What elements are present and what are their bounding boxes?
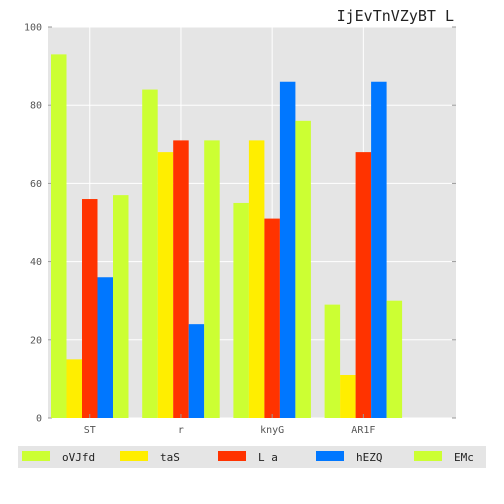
y-tick-label: 40 [30, 257, 42, 268]
y-tick-label: 0 [36, 414, 42, 425]
x-tick-label: r [178, 425, 184, 436]
legend-label: hEZQ [356, 451, 383, 464]
legend-swatch [316, 451, 344, 461]
bar-L-a-knyG [264, 218, 280, 418]
bar-L-a-r [173, 140, 189, 418]
bar-oVJfd-AR1F [324, 304, 341, 418]
chart-title: IjEvTnVZyBT L [337, 7, 454, 25]
bar-L-a-ST [82, 199, 98, 418]
bar-EMc-ST [113, 195, 129, 418]
bar-EMc-r [204, 140, 220, 418]
bars [51, 54, 403, 419]
bar-hEZQ-AR1F [371, 81, 387, 419]
bar-EMc-AR1F [386, 300, 403, 418]
bar-hEZQ-ST [97, 277, 113, 418]
bar-taS-r [157, 152, 174, 418]
x-tick-label: ST [84, 425, 96, 436]
legend: oVJfd taS L a hEZQ EMc [22, 451, 474, 464]
bar-oVJfd-knyG [233, 202, 249, 418]
bar-oVJfd-ST [51, 54, 67, 419]
legend-label: oVJfd [62, 451, 95, 464]
legend-swatch [22, 451, 50, 461]
bar-taS-AR1F [340, 374, 356, 418]
y-tick-label: 20 [30, 335, 42, 346]
bar-L-a-AR1F [355, 152, 372, 418]
legend-label: L a [258, 451, 278, 464]
legend-swatch [120, 451, 148, 461]
y-tick-label: 80 [30, 101, 42, 112]
bar-EMc-knyG [295, 120, 311, 418]
y-tick-label: 60 [30, 179, 42, 190]
bar-taS-knyG [248, 140, 265, 418]
bar-oVJfd-r [142, 89, 158, 418]
legend-swatch [218, 451, 246, 461]
bar-taS-ST [66, 359, 82, 418]
bar-hEZQ-r [188, 324, 205, 418]
x-tick-label: knyG [260, 425, 284, 436]
legend-label: EMc [454, 451, 474, 464]
legend-label: taS [160, 451, 180, 464]
legend-swatch [414, 451, 442, 461]
x-tick-label: AR1F [351, 425, 375, 436]
x-axis: ST r knyG AR1F [84, 414, 375, 436]
bar-hEZQ-knyG [279, 81, 296, 419]
y-tick-label: 100 [24, 23, 42, 34]
